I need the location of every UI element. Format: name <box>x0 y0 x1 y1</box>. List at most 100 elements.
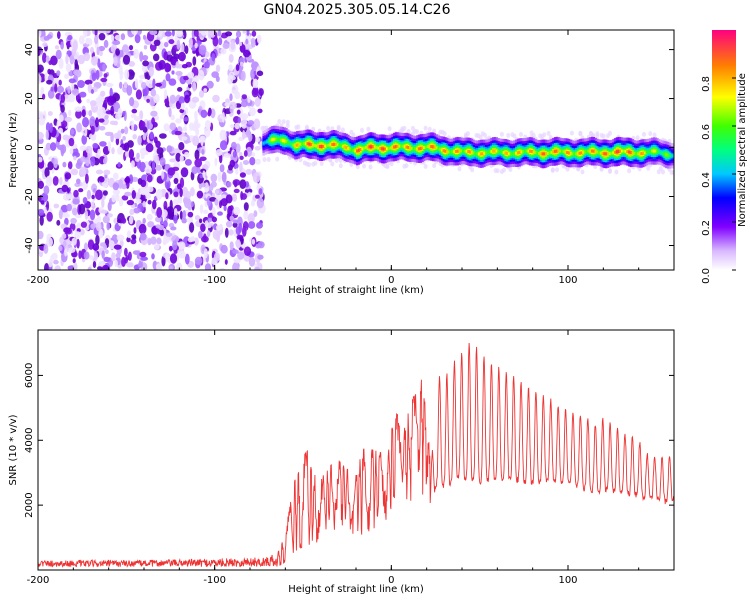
noise-speckle <box>58 79 62 86</box>
band-cell <box>479 152 483 156</box>
noise-speckle <box>85 173 89 184</box>
noise-speckle <box>248 257 256 267</box>
noise-speckle <box>94 34 99 45</box>
noise-speckle <box>45 142 52 151</box>
band-cell <box>515 151 518 155</box>
noise-speckle <box>114 34 122 41</box>
noise-speckle <box>128 61 136 67</box>
noise-speckle <box>44 263 50 270</box>
band-cell <box>435 146 438 150</box>
noise-speckle <box>95 117 99 128</box>
band-cell <box>652 149 656 153</box>
noise-speckle <box>46 79 53 85</box>
noise-speckle <box>46 200 50 211</box>
noise-speckle <box>217 30 222 37</box>
noise-speckle <box>231 193 238 202</box>
noise-speckle <box>164 31 172 37</box>
noise-speckle <box>131 108 138 114</box>
noise-speckle <box>164 98 169 105</box>
noise-speckle <box>85 37 90 45</box>
noise-speckle <box>253 118 261 130</box>
noise-speckle <box>229 159 236 168</box>
noise-speckle <box>168 39 175 45</box>
noise-speckle <box>107 201 112 212</box>
band-cell <box>421 146 424 150</box>
noise-speckle <box>246 30 250 37</box>
noise-speckle <box>204 126 211 138</box>
band-haze <box>423 125 428 131</box>
noise-speckle <box>179 210 183 220</box>
noise-speckle <box>139 161 146 173</box>
band-haze <box>423 164 428 169</box>
band-cell <box>437 147 440 150</box>
noise-speckle <box>215 149 223 156</box>
noise-speckle <box>203 209 209 214</box>
noise-speckle <box>106 82 114 88</box>
noise-speckle <box>117 219 121 223</box>
spectrogram-signal-band <box>260 119 674 176</box>
noise-speckle <box>172 240 178 251</box>
noise-speckle <box>198 69 205 81</box>
noise-speckle <box>47 68 52 75</box>
noise-speckle <box>113 120 119 126</box>
band-cell <box>636 152 640 156</box>
noise-speckle <box>182 210 186 220</box>
noise-speckle <box>117 107 123 119</box>
noise-speckle <box>87 149 93 160</box>
band-cell <box>472 151 475 155</box>
noise-speckle <box>128 149 135 160</box>
noise-speckle <box>207 30 213 39</box>
noise-speckle <box>217 211 223 216</box>
band-cell <box>382 147 385 151</box>
noise-speckle <box>76 238 80 249</box>
x-tick-label: 100 <box>558 275 577 286</box>
noise-speckle <box>130 114 137 118</box>
noise-speckle <box>163 41 169 48</box>
band-cell <box>587 149 590 153</box>
band-cell <box>518 150 521 154</box>
noise-speckle <box>113 56 118 66</box>
noise-speckle <box>159 157 166 166</box>
noise-speckle <box>73 69 80 76</box>
noise-speckle <box>232 150 237 158</box>
band-cell <box>654 149 657 153</box>
band-cell <box>493 149 497 153</box>
noise-speckle <box>97 58 101 68</box>
noise-speckle <box>74 106 83 112</box>
noise-speckle <box>139 251 147 258</box>
noise-speckle <box>175 61 180 69</box>
snr-y-ticks: 2000 4000 6000 <box>24 363 674 518</box>
noise-speckle <box>102 190 108 196</box>
noise-speckle <box>185 191 192 199</box>
noise-speckle <box>178 250 187 259</box>
band-cell <box>442 149 445 153</box>
noise-speckle <box>123 81 128 89</box>
noise-speckle <box>62 193 70 201</box>
noise-speckle <box>169 158 176 163</box>
noise-speckle <box>190 187 195 197</box>
noise-speckle <box>210 173 218 183</box>
noise-speckle <box>100 242 106 247</box>
noise-speckle <box>145 186 150 194</box>
band-cell <box>297 143 301 147</box>
noise-speckle <box>149 131 154 140</box>
noise-speckle <box>159 133 167 139</box>
noise-speckle <box>231 262 240 270</box>
noise-speckle <box>112 189 121 195</box>
noise-speckle <box>207 110 212 117</box>
noise-speckle <box>247 213 255 223</box>
spectrogram-noise-region <box>38 30 266 270</box>
noise-speckle <box>60 104 65 113</box>
noise-speckle <box>250 39 256 48</box>
noise-speckle <box>55 45 59 50</box>
noise-speckle <box>52 176 59 186</box>
noise-speckle <box>188 37 193 49</box>
band-cell <box>476 152 479 156</box>
noise-speckle <box>84 79 93 85</box>
noise-speckle <box>103 169 111 175</box>
noise-speckle <box>183 75 189 81</box>
noise-speckle <box>139 232 147 241</box>
noise-speckle <box>176 262 183 270</box>
noise-speckle <box>155 164 162 171</box>
band-cell <box>474 152 477 155</box>
